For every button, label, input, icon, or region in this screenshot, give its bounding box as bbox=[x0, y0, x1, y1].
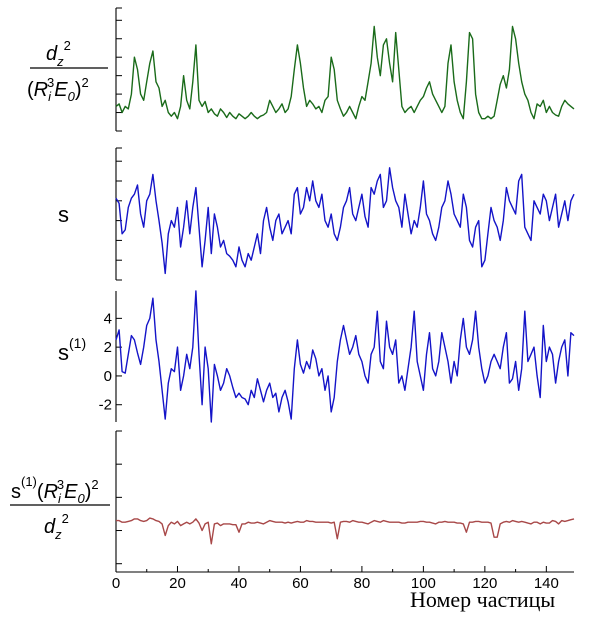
panel-2 bbox=[115, 147, 575, 281]
panel-1-denom-i: i bbox=[48, 89, 52, 104]
panel-3-ylabel-s: s bbox=[58, 340, 69, 365]
panel-4-series-line bbox=[116, 517, 575, 545]
x-tick-label: 0 bbox=[112, 575, 120, 592]
panel-4-num-2: 2 bbox=[91, 477, 98, 492]
x-tick-label: 20 bbox=[169, 575, 186, 592]
panel-4-num-R: R bbox=[44, 481, 58, 503]
panel-3-series-line bbox=[115, 290, 575, 423]
panel-3-y-tick-label: 4 bbox=[104, 310, 112, 327]
panel-1-denom-E: E bbox=[54, 79, 68, 101]
panel-4-num-E: E bbox=[64, 481, 78, 503]
x-tick-label: 140 bbox=[534, 575, 559, 592]
panel-4-num-s: s bbox=[11, 481, 21, 503]
panel-2-ylabel-s: s bbox=[58, 202, 69, 227]
panel-1-ylabel-z: z bbox=[56, 54, 64, 69]
panels-layer: -2 0 2 4 bbox=[99, 7, 575, 572]
panel-4-num-0: 0 bbox=[77, 491, 85, 506]
panel-1-denom-0: 0 bbox=[68, 89, 76, 104]
panel-1-ylabel-2: 2 bbox=[64, 38, 71, 53]
x-axis: 0 20 40 60 80 100 120 140 bbox=[112, 566, 574, 592]
panel-1-ylabel: dz2 (Ri3E0)2 bbox=[27, 38, 108, 104]
svg-text:dz2: dz2 bbox=[46, 38, 71, 69]
panel-3: -2 0 2 4 bbox=[99, 290, 575, 423]
panel-1-denom-R: R bbox=[34, 79, 48, 101]
x-tick-label: 80 bbox=[354, 575, 371, 592]
panel-4-denom-d: d bbox=[44, 516, 56, 538]
panel-4-num-sup: (1) bbox=[21, 474, 37, 489]
panel-4-denom-2: 2 bbox=[62, 511, 69, 526]
panel-3-y-tick-label: -2 bbox=[99, 397, 112, 414]
panel-3-ylabel-sup: (1) bbox=[69, 335, 86, 351]
panel-4-num-close: ) bbox=[85, 481, 92, 503]
panel-3-ylabel: s(1) bbox=[58, 335, 86, 365]
svg-text:s(1): s(1) bbox=[58, 335, 86, 365]
panel-4-denom-z: z bbox=[54, 527, 62, 542]
panel-1-denom-2: 2 bbox=[82, 75, 89, 90]
x-tick-label: 60 bbox=[292, 575, 309, 592]
x-tick-label: 40 bbox=[231, 575, 248, 592]
x-axis-title: Номер частицы bbox=[410, 587, 555, 612]
panel-1-series-line bbox=[115, 25, 575, 120]
panel-2-series-line bbox=[115, 167, 575, 275]
panel-4 bbox=[115, 430, 575, 572]
panel-1-denom-open: ( bbox=[27, 79, 34, 101]
svg-text:s(1)(Ri3E0)2: s(1)(Ri3E0)2 bbox=[11, 474, 99, 506]
panel-1-denom-3: 3 bbox=[47, 75, 54, 90]
panel-4-ylabel: s(1)(Ri3E0)2 dz2 bbox=[10, 474, 110, 542]
svg-text:(Ri3E0)2: (Ri3E0)2 bbox=[27, 75, 89, 104]
panel-4-num-i: i bbox=[58, 491, 62, 506]
x-tick-label: 100 bbox=[411, 575, 436, 592]
panel-3-y-tick-label: 0 bbox=[104, 368, 112, 385]
panel-1 bbox=[115, 7, 575, 132]
panel-3-y-tick-label: 2 bbox=[104, 339, 112, 356]
panel-4-num-open: ( bbox=[37, 481, 44, 503]
svg-text:dz2: dz2 bbox=[44, 511, 69, 542]
x-tick-label: 120 bbox=[472, 575, 497, 592]
panel-1-ylabel-d: d bbox=[46, 43, 58, 65]
panel-4-num-3: 3 bbox=[57, 477, 64, 492]
panel-1-denom-close: ) bbox=[75, 79, 82, 101]
panel-2-ylabel: s bbox=[58, 202, 69, 227]
